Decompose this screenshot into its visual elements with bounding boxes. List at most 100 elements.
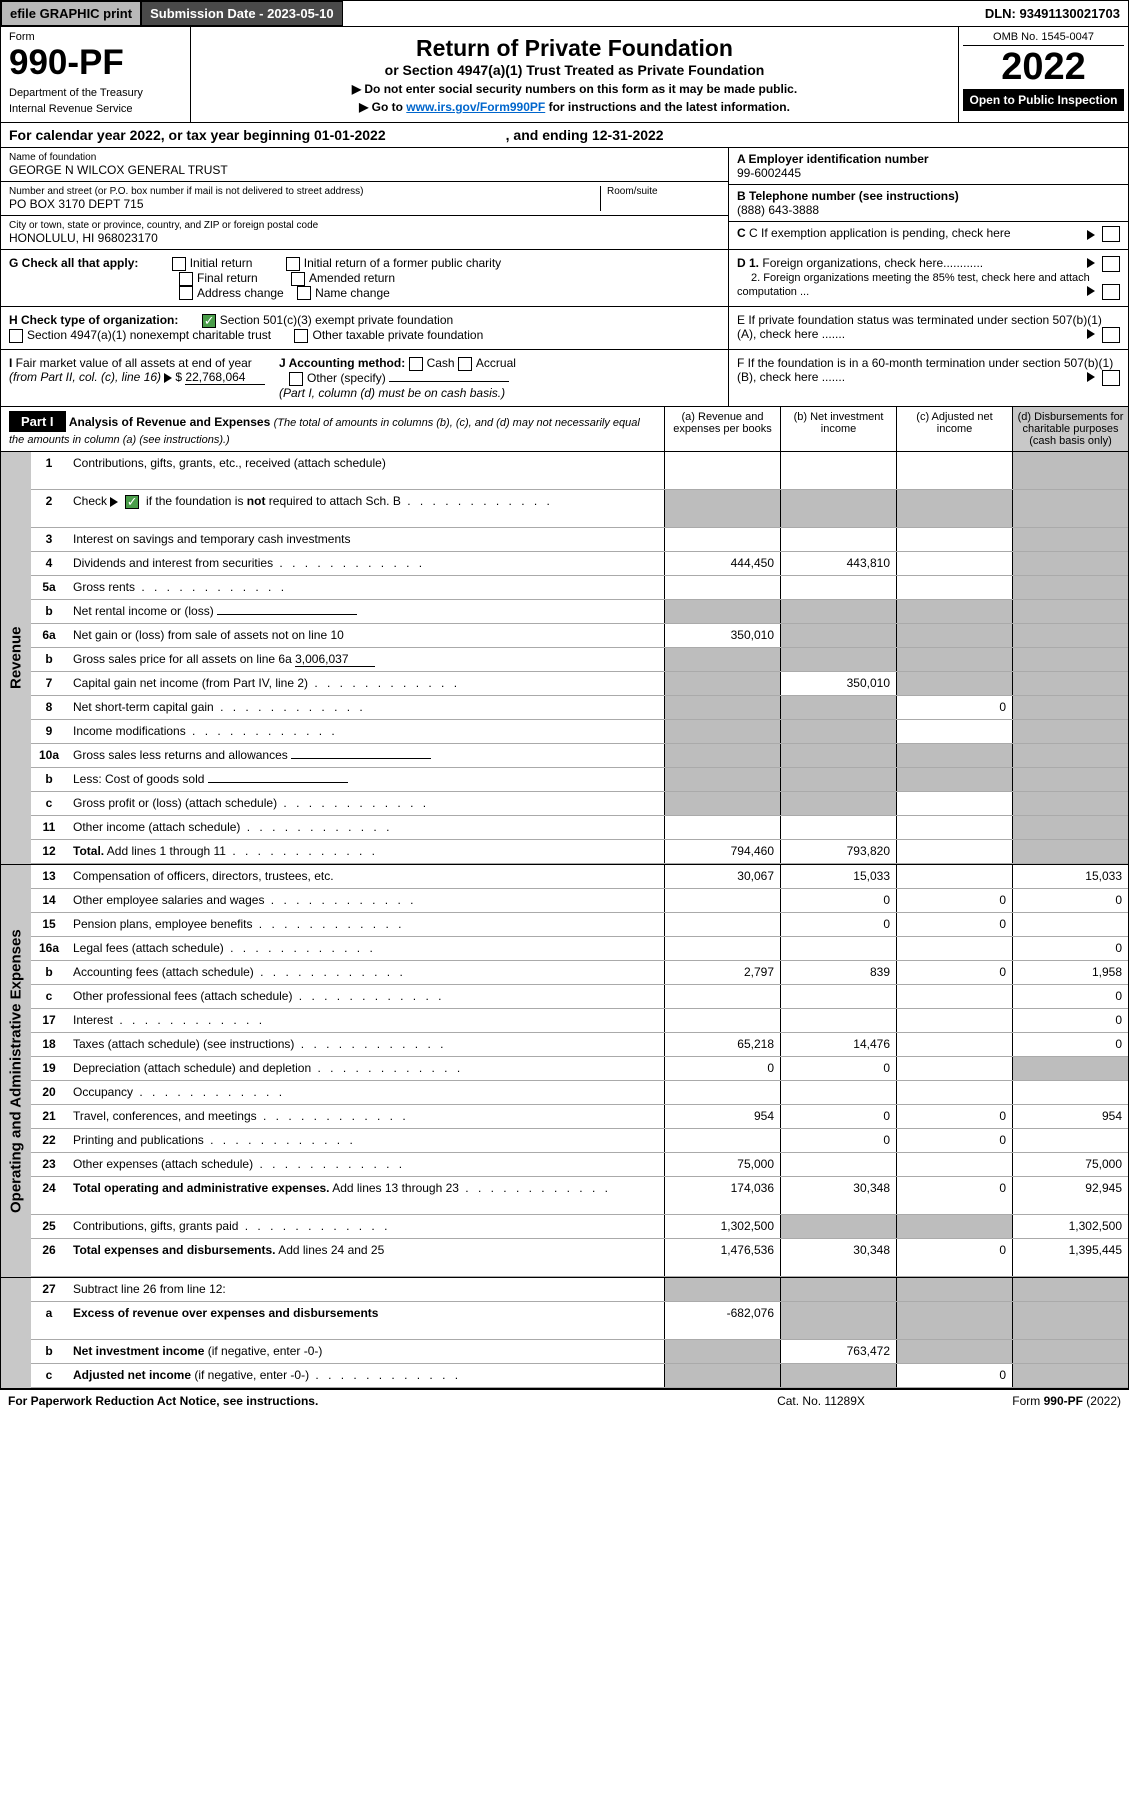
line-5a-col-a — [664, 576, 780, 599]
revenue-table: Revenue 1Contributions, gifts, grants, e… — [0, 452, 1129, 865]
line-13-col-d: 15,033 — [1012, 865, 1128, 888]
line-c-col-d: 0 — [1012, 985, 1128, 1008]
line-20-col-d — [1012, 1081, 1128, 1104]
line-20-col-c — [896, 1081, 1012, 1104]
line-11-col-b — [780, 816, 896, 839]
phone: (888) 643-3888 — [737, 203, 819, 217]
line-21-col-c: 0 — [896, 1105, 1012, 1128]
form-label: Form — [9, 31, 182, 43]
amended-check[interactable] — [291, 272, 305, 286]
line-22-col-b: 0 — [780, 1129, 896, 1152]
line-9-col-c — [896, 720, 1012, 743]
line-7-col-c — [896, 672, 1012, 695]
cash-check[interactable] — [409, 357, 423, 371]
line-b: bGross sales price for all assets on lin… — [31, 648, 1128, 672]
line-5a: 5aGross rents — [31, 576, 1128, 600]
header: Form 990-PF Department of the Treasury I… — [0, 27, 1129, 123]
line-16a-col-d: 0 — [1012, 937, 1128, 960]
e-checkbox[interactable] — [1102, 327, 1120, 343]
line-b-col-a — [664, 1340, 780, 1363]
checks-ij: I Fair market value of all assets at end… — [0, 350, 1129, 407]
final-return-check[interactable] — [179, 272, 193, 286]
line-23: 23Other expenses (attach schedule)75,000… — [31, 1153, 1128, 1177]
line-21: 21Travel, conferences, and meetings95400… — [31, 1105, 1128, 1129]
cal1: For calendar year 2022, or tax year begi… — [9, 127, 386, 143]
line-b: bLess: Cost of goods sold — [31, 768, 1128, 792]
4947-check[interactable] — [9, 329, 23, 343]
line-b-col-a — [664, 648, 780, 671]
line-11-col-a — [664, 816, 780, 839]
501c3-check[interactable] — [202, 314, 216, 328]
line-3: 3Interest on savings and temporary cash … — [31, 528, 1128, 552]
initial-return-check[interactable] — [172, 257, 186, 271]
form-box: Form 990-PF Department of the Treasury I… — [1, 27, 191, 122]
efile-btn[interactable]: efile GRAPHIC print — [1, 1, 141, 26]
line-6a-col-b — [780, 624, 896, 647]
line-1: 1Contributions, gifts, grants, etc., rec… — [31, 452, 1128, 490]
other-taxable-check[interactable] — [294, 329, 308, 343]
line-10a-col-d — [1012, 744, 1128, 767]
part1-label: Part I — [9, 411, 66, 432]
address-change-check[interactable] — [179, 286, 193, 300]
ein: 99-6002445 — [737, 166, 801, 180]
c-checkbox[interactable] — [1102, 226, 1120, 242]
line-24-col-d: 92,945 — [1012, 1177, 1128, 1214]
part1-title: Analysis of Revenue and Expenses — [69, 415, 270, 429]
expenses-label: Operating and Administrative Expenses — [1, 865, 31, 1277]
line-c-col-c — [896, 792, 1012, 815]
line-b: bNet investment income (if negative, ent… — [31, 1340, 1128, 1364]
line-11-col-c — [896, 816, 1012, 839]
note2: ▶ Go to www.irs.gov/Form990PF for instru… — [199, 100, 950, 114]
f-checkbox[interactable] — [1102, 370, 1120, 386]
calendar-row: For calendar year 2022, or tax year begi… — [0, 123, 1129, 148]
line-b-col-d: 1,958 — [1012, 961, 1128, 984]
line-4-col-c — [896, 552, 1012, 575]
line-b-col-a: 2,797 — [664, 961, 780, 984]
line-c-col-a — [664, 1364, 780, 1387]
line-b-col-d — [1012, 768, 1128, 791]
line-24-col-a: 174,036 — [664, 1177, 780, 1214]
line-24: 24Total operating and administrative exp… — [31, 1177, 1128, 1215]
line-b-col-b — [780, 768, 896, 791]
line-b-col-c — [896, 768, 1012, 791]
line-21-col-a: 954 — [664, 1105, 780, 1128]
line-c-col-a — [664, 985, 780, 1008]
line-22-col-c: 0 — [896, 1129, 1012, 1152]
line-6a-col-c — [896, 624, 1012, 647]
line-b-col-c — [896, 600, 1012, 623]
line-4: 4Dividends and interest from securities4… — [31, 552, 1128, 576]
line-2: 2Check if the foundation is not required… — [31, 490, 1128, 528]
line-22-col-d — [1012, 1129, 1128, 1152]
c-cell: C C If exemption application is pending,… — [729, 222, 1128, 244]
line-26-col-b: 30,348 — [780, 1239, 896, 1276]
line-9-col-a — [664, 720, 780, 743]
line-1-col-a — [664, 452, 780, 489]
d1-checkbox[interactable] — [1102, 256, 1120, 272]
line-b: bNet rental income or (loss) — [31, 600, 1128, 624]
line-c-col-a — [664, 792, 780, 815]
line-b-col-b: 839 — [780, 961, 896, 984]
line-11-col-d — [1012, 816, 1128, 839]
col-c-head: (c) Adjusted net income — [896, 407, 1012, 451]
line-4-col-d — [1012, 552, 1128, 575]
name-change-check[interactable] — [297, 286, 311, 300]
other-method-check[interactable] — [289, 372, 303, 386]
d2-checkbox[interactable] — [1102, 284, 1120, 300]
line-26-col-a: 1,476,536 — [664, 1239, 780, 1276]
line-b-col-d — [1012, 600, 1128, 623]
line-12-col-a: 794,460 — [664, 840, 780, 863]
line-19-col-c — [896, 1057, 1012, 1080]
footer-mid: Cat. No. 11289X — [721, 1394, 921, 1408]
form-link[interactable]: www.irs.gov/Form990PF — [406, 100, 545, 114]
line-19-col-d — [1012, 1057, 1128, 1080]
line-13-col-b: 15,033 — [780, 865, 896, 888]
line-17: 17Interest0 — [31, 1009, 1128, 1033]
line-6a-col-d — [1012, 624, 1128, 647]
line-c-col-c — [896, 985, 1012, 1008]
summary-table: 27Subtract line 26 from line 12:aExcess … — [0, 1278, 1129, 1389]
open-inspection: Open to Public Inspection — [963, 89, 1124, 111]
accrual-check[interactable] — [458, 357, 472, 371]
initial-public-check[interactable] — [286, 257, 300, 271]
line-18: 18Taxes (attach schedule) (see instructi… — [31, 1033, 1128, 1057]
line-17-col-a — [664, 1009, 780, 1032]
